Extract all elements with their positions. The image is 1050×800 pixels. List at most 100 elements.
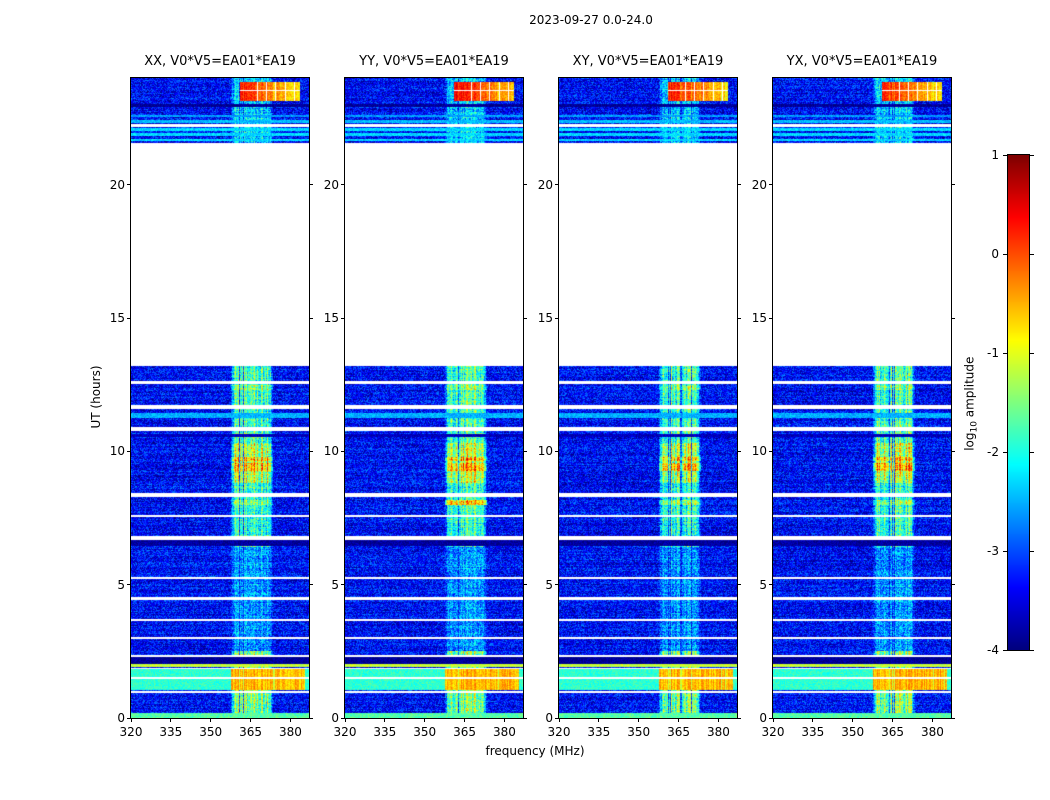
x-tick: [892, 718, 894, 722]
colorbar-tick: [1029, 253, 1034, 255]
x-tick-label: 335: [373, 725, 397, 739]
x-tick-label: 380: [492, 725, 516, 739]
y-tick: [737, 717, 741, 719]
y-tick-label: 15: [751, 311, 767, 325]
y-tick: [309, 317, 313, 319]
y-tick-label: 0: [117, 711, 125, 725]
x-tick: [170, 718, 172, 722]
y-tick-label: 10: [323, 444, 339, 459]
x-tick-label: 380: [920, 725, 944, 739]
y-tick: [555, 584, 559, 586]
figure-title: 2023-09-27 0.0-24.0: [529, 13, 653, 27]
x-tick-label: 320: [333, 725, 357, 739]
x-tick-label: 365: [239, 725, 262, 739]
colorbar-tick: [1029, 550, 1034, 552]
y-tick: [769, 450, 773, 452]
y-tick: [555, 717, 559, 719]
x-tick-label: 350: [841, 725, 865, 739]
x-tick-label: 350: [199, 725, 223, 739]
colorbar-tick-label: 1: [991, 148, 999, 162]
x-tick-label: 335: [801, 725, 825, 739]
y-tick: [127, 450, 131, 452]
x-tick-label: 350: [627, 725, 651, 739]
y-tick-label: 20: [751, 177, 767, 192]
colorbar-tick: [1003, 649, 1008, 651]
y-tick-label: 20: [109, 177, 125, 192]
x-axis-label: frequency (MHz): [485, 744, 585, 758]
y-tick: [737, 317, 741, 319]
y-tick: [769, 184, 773, 186]
y-tick-label: 10: [109, 444, 125, 459]
x-tick-label: 380: [278, 725, 302, 739]
colorbar-tick: [1003, 451, 1008, 453]
colorbar-tick: [1003, 550, 1008, 552]
y-tick: [309, 584, 313, 586]
colorbar-tick: [1029, 451, 1034, 453]
y-tick-label: 20: [537, 177, 553, 192]
y-tick: [523, 450, 527, 452]
y-tick-label: 0: [759, 711, 767, 725]
x-tick-label: 365: [667, 725, 690, 739]
y-axis-label: UT (hours): [89, 365, 103, 429]
y-tick: [127, 184, 131, 186]
colorbar-tick: [1029, 154, 1034, 156]
y-tick: [951, 584, 955, 586]
panel-title-0: XX, V0*V5=EA01*EA19: [144, 54, 296, 69]
x-tick: [384, 718, 386, 722]
x-tick: [931, 718, 933, 722]
y-tick: [769, 584, 773, 586]
y-tick-label: 0: [331, 711, 339, 725]
y-tick: [737, 184, 741, 186]
y-tick: [127, 317, 131, 319]
y-tick: [951, 450, 955, 452]
x-tick: [289, 718, 291, 722]
x-tick-label: 365: [881, 725, 904, 739]
y-tick: [737, 584, 741, 586]
y-tick: [951, 717, 955, 719]
y-tick: [555, 317, 559, 319]
y-tick-label: 0: [545, 711, 553, 725]
y-tick: [523, 717, 527, 719]
y-tick-label: 5: [331, 577, 339, 592]
y-tick-label: 15: [109, 311, 125, 325]
colorbar-tick: [1003, 352, 1008, 354]
x-tick-label: 335: [159, 725, 183, 739]
y-tick: [769, 717, 773, 719]
panel-title-2: XY, V0*V5=EA01*EA19: [572, 54, 724, 69]
x-tick: [210, 718, 212, 722]
y-tick: [341, 317, 345, 319]
x-tick: [130, 718, 132, 722]
x-tick: [424, 718, 426, 722]
y-tick-label: 10: [537, 444, 553, 459]
spectrogram-panel-3: [772, 77, 952, 719]
colorbar-tick-label: -3: [987, 544, 999, 558]
y-tick: [341, 450, 345, 452]
x-tick-label: 320: [761, 725, 785, 739]
x-tick: [638, 718, 640, 722]
panel-title-3: YX, V0*V5=EA01*EA19: [786, 54, 938, 69]
y-tick: [309, 450, 313, 452]
colorbar-tick: [1029, 649, 1034, 651]
x-tick: [852, 718, 854, 722]
x-tick: [772, 718, 774, 722]
spectrogram-panel-0: [130, 77, 310, 719]
y-tick: [341, 584, 345, 586]
x-tick: [344, 718, 346, 722]
y-tick-label: 5: [117, 577, 125, 592]
y-tick: [555, 450, 559, 452]
x-tick-label: 320: [119, 725, 143, 739]
y-tick: [127, 717, 131, 719]
colorbar-tick: [1003, 253, 1008, 255]
y-tick-label: 15: [537, 311, 553, 325]
panel-title-1: YY, V0*V5=EA01*EA19: [359, 54, 509, 69]
y-tick: [309, 717, 313, 719]
x-tick: [503, 718, 505, 722]
colorbar-tick-label: -4: [987, 643, 999, 657]
y-tick: [309, 184, 313, 186]
y-tick: [769, 317, 773, 319]
x-tick: [678, 718, 680, 722]
colorbar: [1007, 154, 1030, 651]
x-tick: [558, 718, 560, 722]
colorbar-label-subscript: 10: [969, 421, 980, 433]
x-tick-label: 335: [587, 725, 611, 739]
